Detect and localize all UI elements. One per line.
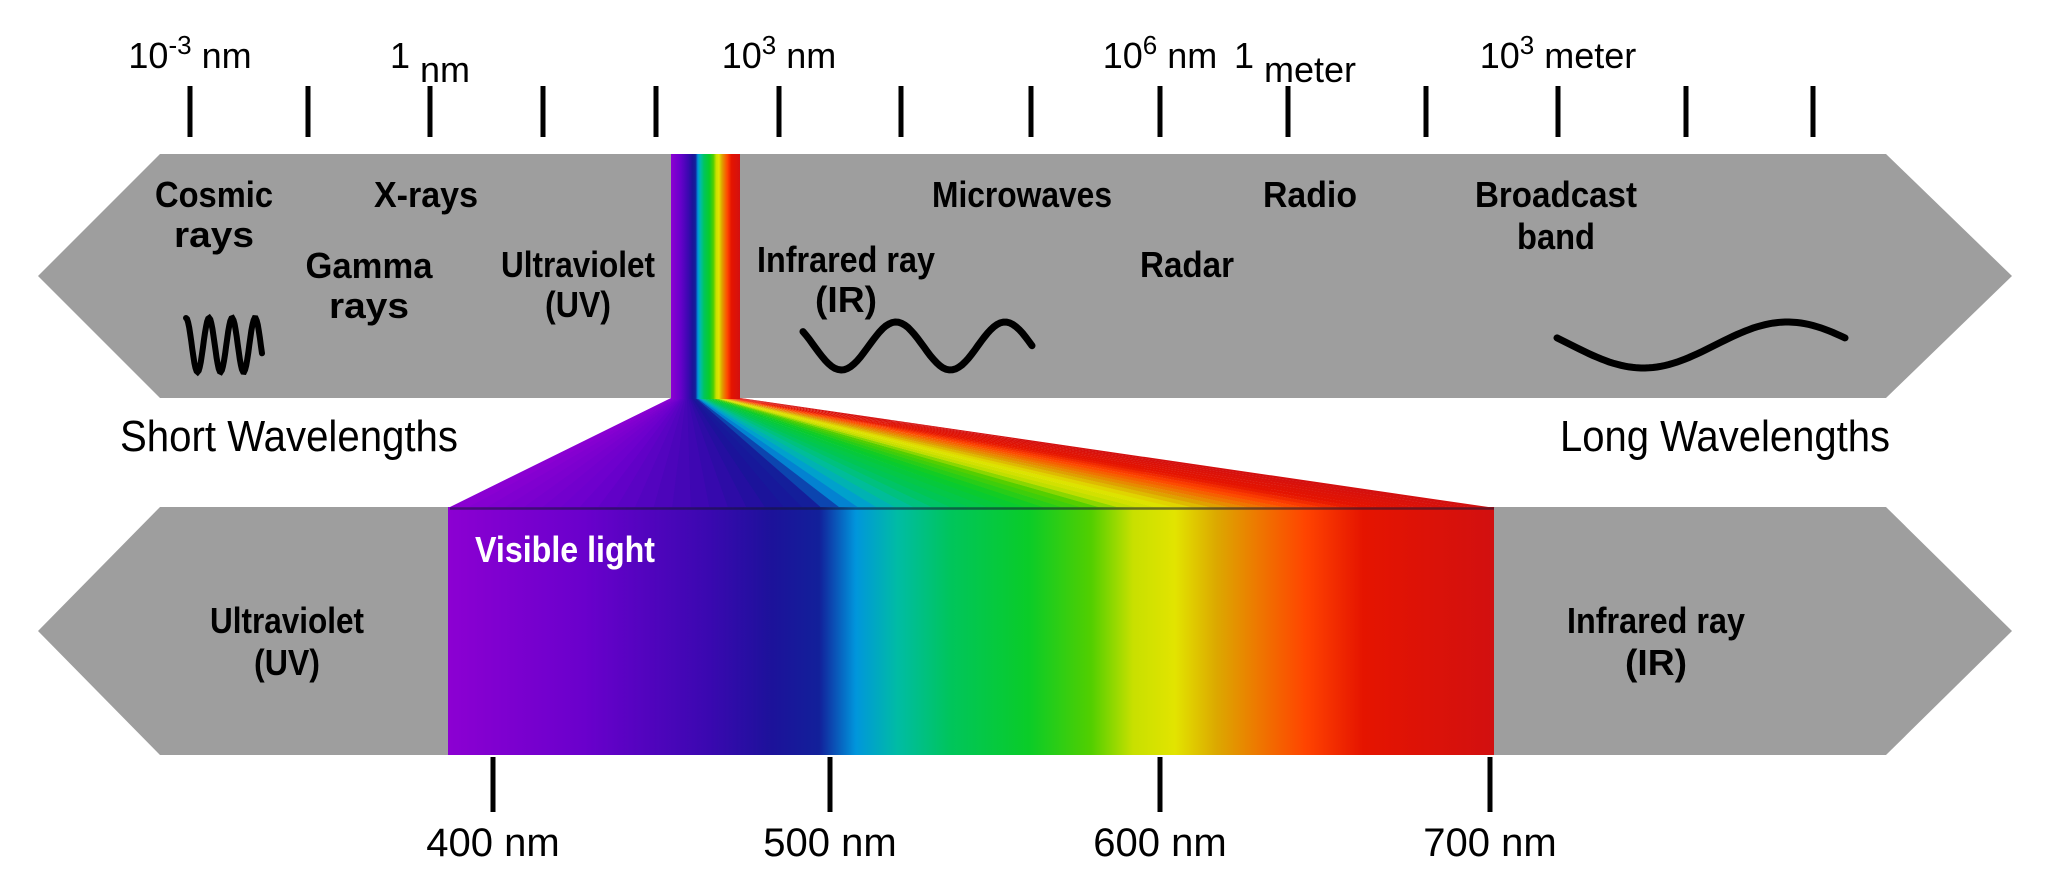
funnel-slice [616,398,684,508]
visible-light-strip [671,154,740,399]
scale-label-1-meter: 1 meter [1234,35,1356,90]
scale-label-10-3-nm: 10-3 nm [128,30,251,76]
band-label-infrared-2: (IR) [815,279,877,320]
band-label-broadcast-1: Broadcast [1475,174,1637,215]
funnel-slice [653,398,687,508]
cosmic-ray-wave-icon [183,313,265,377]
expansion-funnel [448,398,1496,508]
visible-spectrum-band [448,507,1494,755]
funnel-slice [522,398,678,508]
band-label-radar: Radar [1140,244,1234,285]
band-label-ultraviolet-2: (UV) [545,284,611,325]
funnel-slice [504,398,677,508]
band-label-ultraviolet-1: Ultraviolet [501,244,655,285]
bottom-infrared-label-1: Infrared ray [1567,600,1745,641]
funnel-slice [466,398,674,508]
scale-label-10-6-nm: 106 nm [1103,30,1218,76]
em-spectrum-bar [38,154,2012,398]
band-label-infrared-1: Infrared ray [757,239,935,280]
band-label-gamma-rays-2: rays [329,285,409,326]
funnel-slice [597,398,683,508]
infrared-wave-icon [799,318,1036,374]
funnel-slice [634,398,685,508]
top-scale-ticks [187,86,1816,137]
funnel-slice [578,398,682,508]
scale-label-1-nm: 1 nm [390,35,470,90]
funnel-slice [672,398,693,508]
band-label-microwaves: Microwaves [932,174,1112,215]
funnel-slice [485,398,676,508]
funnel-slice [448,398,673,508]
scale-label-10-3nm: 103 nm [722,30,837,76]
band-label-radio: Radio [1263,174,1357,215]
band-label-cosmic-rays-2: rays [174,214,254,255]
broadcast-wave-icon [1553,318,1849,372]
funnel-slice [541,398,679,508]
funnel-slice [560,398,681,508]
bottom-infrared-label-2: (IR) [1625,642,1687,683]
bottom-ultraviolet-label-2: (UV) [254,642,320,683]
caption-short-wavelengths: Short Wavelengths [120,412,458,461]
scale-label-10-3-meter: 103 meter [1480,30,1637,76]
visible-light-label: Visible light [475,529,655,570]
bottom-ultraviolet-label-1: Ultraviolet [210,600,364,641]
nm-label-600: 600 nm [1093,821,1226,865]
band-label-x-rays: X-rays [374,174,478,215]
caption-long-wavelengths: Long Wavelengths [1560,412,1890,461]
funnel-slice [738,398,1496,508]
band-label-gamma-rays-1: Gamma [306,245,434,286]
band-label-broadcast-2: band [1517,216,1595,257]
bottom-scale-ticks [490,757,1493,812]
nm-label-500: 500 nm [763,821,896,865]
nm-label-700: 700 nm [1423,821,1556,865]
nm-label-400: 400 nm [426,821,559,865]
band-label-cosmic-rays-1: Cosmic [155,174,273,215]
